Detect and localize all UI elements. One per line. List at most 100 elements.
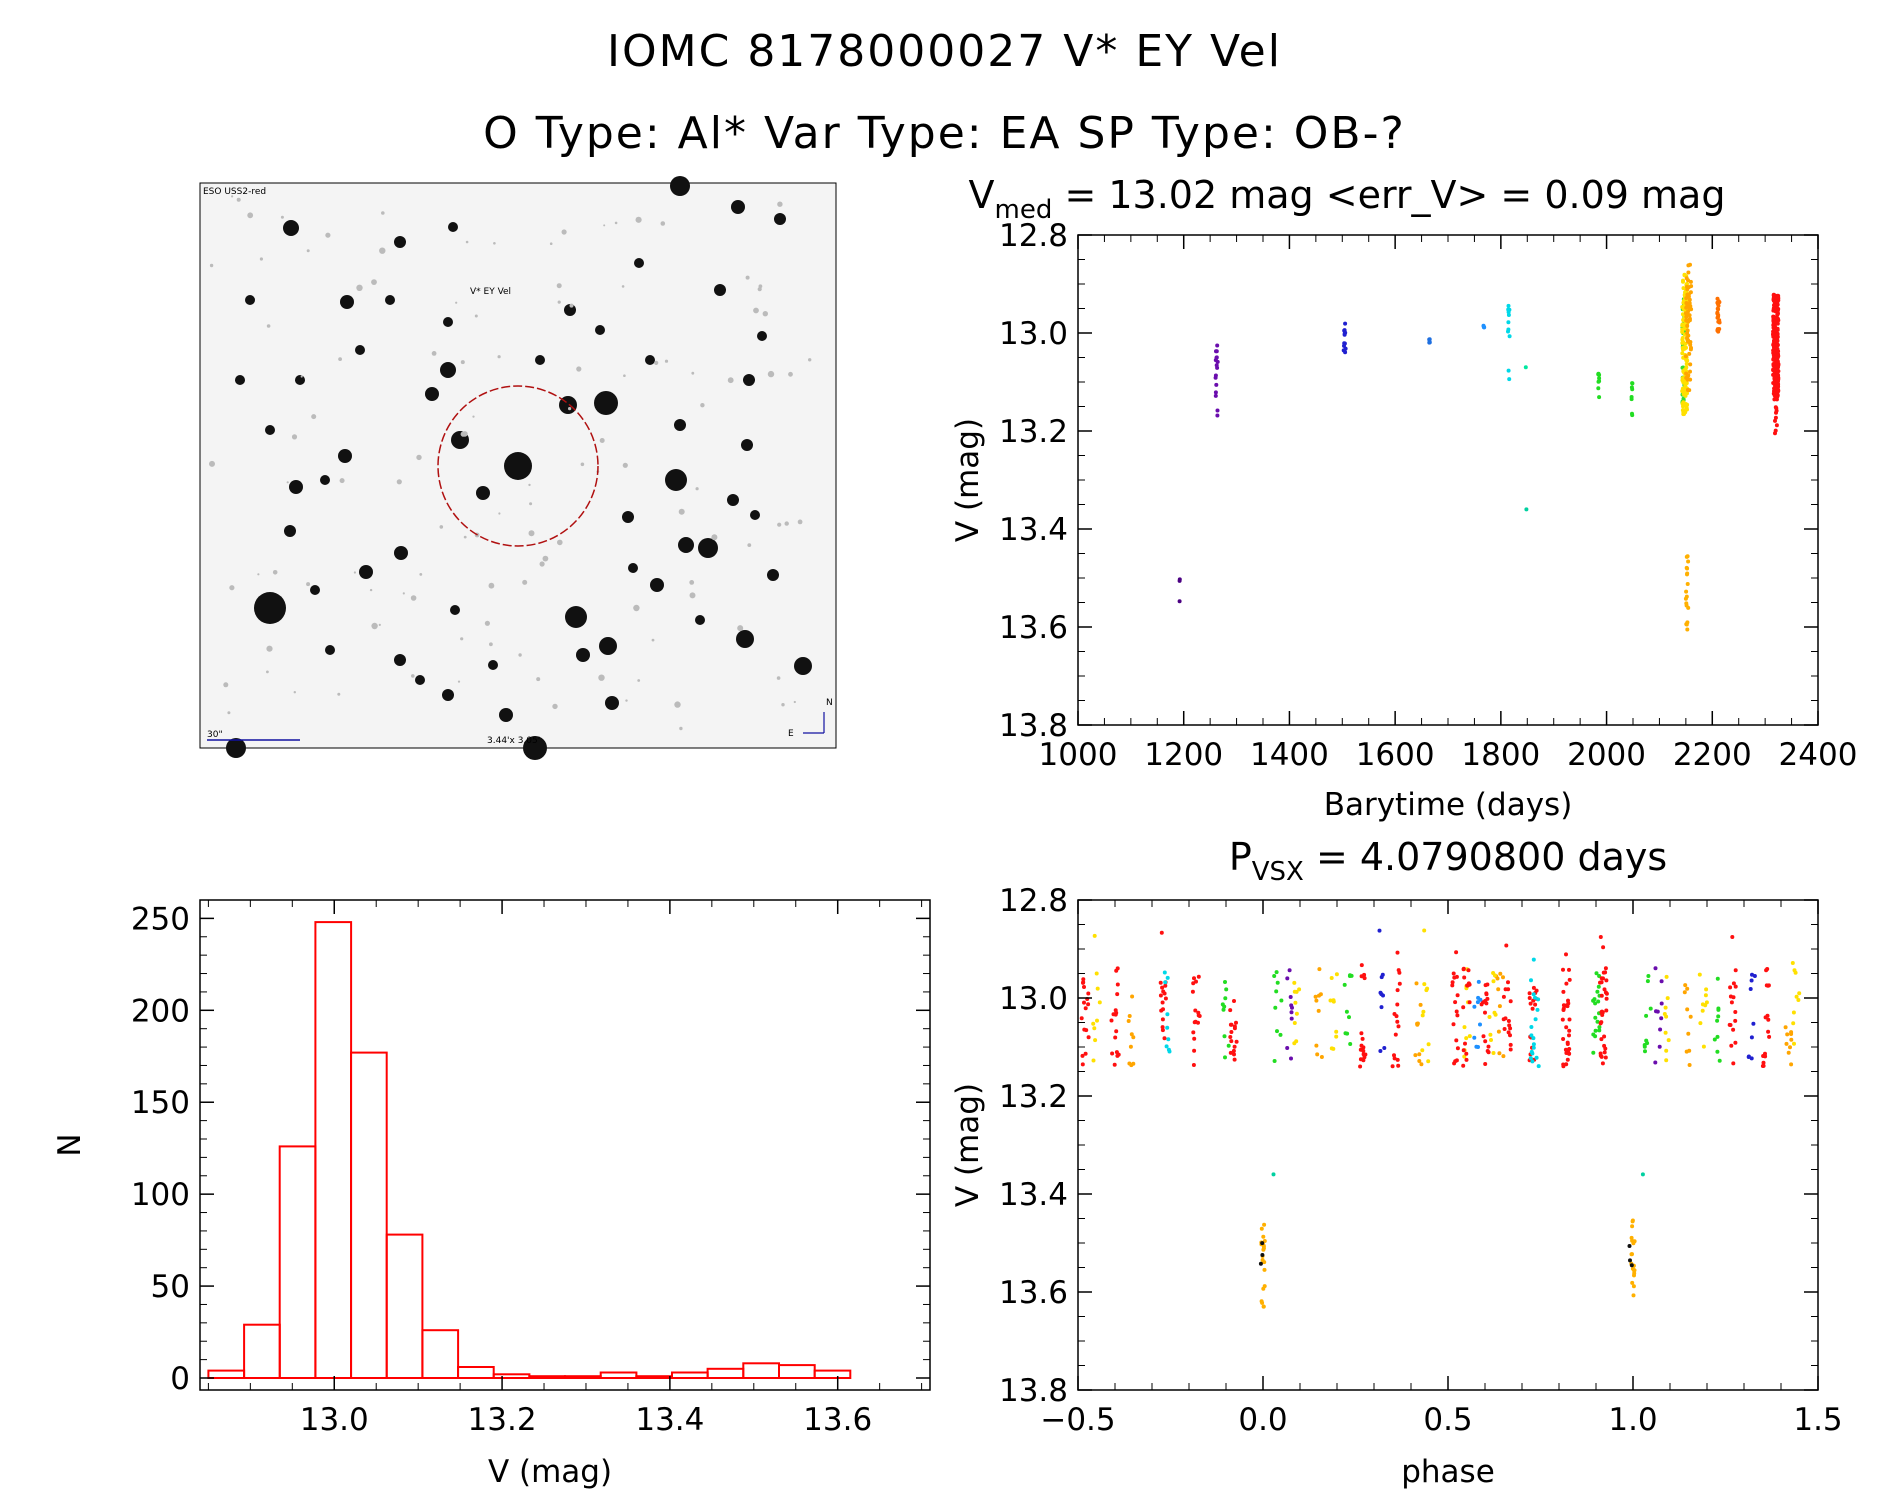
ph-point-401 <box>1393 1032 1398 1037</box>
star-19 <box>359 565 373 579</box>
faint-star-69 <box>637 679 641 682</box>
faint-star-48 <box>762 311 768 317</box>
ph-point-81 <box>1480 1000 1485 1005</box>
hist-bar-12 <box>635 1375 673 1379</box>
ph-point-327 <box>1348 1042 1353 1046</box>
star-38 <box>622 511 634 523</box>
star-63 <box>695 615 705 625</box>
lc-point-313 <box>1716 303 1721 308</box>
star-31 <box>774 213 786 225</box>
ph-point-489 <box>1491 971 1496 975</box>
ph-point-347 <box>1363 1052 1368 1057</box>
ph-point-288 <box>1314 998 1319 1003</box>
ph-point-569 <box>1260 1300 1265 1305</box>
ph-point-150 <box>1190 989 1195 994</box>
ph-point-432 <box>1788 1045 1792 1050</box>
ph-point-505 <box>1506 980 1510 985</box>
lc-point-245 <box>1688 362 1693 367</box>
ph-point-268 <box>1294 1011 1299 1016</box>
ph-point-233 <box>1274 970 1279 975</box>
lc-point-29 <box>1343 346 1348 351</box>
ph-point-186 <box>1222 1034 1227 1039</box>
faint-star-55 <box>306 249 310 253</box>
hist-bar-2 <box>278 1145 317 1380</box>
ph-point-538 <box>1596 999 1601 1004</box>
xtick-label-2: 0.5 <box>1423 1402 1472 1438</box>
faint-star-116 <box>614 221 618 225</box>
star-37 <box>750 510 760 520</box>
ph-point-55 <box>1109 1018 1114 1023</box>
ph-point-289 <box>1317 967 1322 972</box>
ph-point-556 <box>1601 976 1605 981</box>
ph-point-294 <box>1313 994 1318 999</box>
ph-point-498 <box>1506 987 1511 992</box>
lc-point-156 <box>1682 345 1687 350</box>
ph-point-43 <box>1462 1054 1467 1059</box>
faint-star-118 <box>439 525 444 529</box>
lightcurve-panel: Vmed = 13.02 mag <err_V> = 0.09 mag 1000… <box>950 173 1857 823</box>
ytick-label-0: 0 <box>170 1361 190 1397</box>
star-34 <box>743 374 755 386</box>
faint-star-35 <box>257 573 260 576</box>
lc-point-243 <box>1685 323 1690 328</box>
ph-point-470 <box>1466 968 1471 973</box>
lc-point-570 <box>1775 343 1780 347</box>
ph-point-259 <box>1659 1016 1664 1021</box>
ph-point-53 <box>1114 1029 1119 1034</box>
ph-point-418 <box>1766 983 1771 988</box>
lc-point-219 <box>1683 385 1688 390</box>
faint-star-97 <box>325 232 331 238</box>
ph-point-1 <box>1080 1062 1085 1067</box>
lc-point-296 <box>1684 601 1689 606</box>
ph-point-572 <box>1261 1246 1266 1251</box>
faint-star-6 <box>371 279 377 285</box>
ph-point-92 <box>1497 1051 1502 1056</box>
ph-point-310 <box>1329 976 1334 980</box>
faint-star-89 <box>353 571 356 574</box>
star-61 <box>595 325 605 335</box>
faint-star-52 <box>369 588 373 592</box>
ph-point-249 <box>1642 1044 1647 1049</box>
ph-point-417 <box>1767 1034 1772 1039</box>
faint-star-93 <box>339 478 345 484</box>
ph-point-595 <box>1630 1218 1635 1223</box>
ph-point-512 <box>1534 1055 1539 1060</box>
ph-point-365 <box>1731 981 1736 986</box>
lc-point-271 <box>1687 307 1692 312</box>
ph-point-123 <box>1528 1001 1533 1006</box>
star-42 <box>488 660 498 670</box>
faint-star-24 <box>561 229 567 235</box>
ph-point-308 <box>1334 1034 1339 1039</box>
ph-point-491 <box>1492 1010 1497 1015</box>
lc-point-61 <box>1597 395 1602 400</box>
lc-point-35 <box>1427 340 1432 345</box>
faint-star-91 <box>489 642 493 647</box>
star-62 <box>645 355 655 365</box>
ph-point-359 <box>1728 985 1733 990</box>
lc-point-267 <box>1689 284 1694 289</box>
lc-point-13 <box>1214 363 1219 368</box>
ph-point-599 <box>1630 1224 1635 1229</box>
ph-point-252 <box>1289 1010 1294 1015</box>
lc-point-183 <box>1681 279 1685 284</box>
ph-point-406 <box>1766 1017 1771 1022</box>
ph-point-229 <box>1601 945 1606 950</box>
ph-point-363 <box>1733 1018 1738 1023</box>
lc-point-575 <box>1774 379 1778 384</box>
ph-point-115 <box>1160 1017 1165 1022</box>
ph-point-222 <box>1604 996 1609 1001</box>
star-16 <box>425 387 439 401</box>
ph-point-220 <box>1602 1050 1607 1055</box>
hist-bar-15 <box>742 1362 780 1380</box>
xtick-label-0: −0.5 <box>1040 1402 1115 1438</box>
lc-point-48 <box>1506 313 1511 317</box>
faint-star-79 <box>306 582 311 587</box>
lc-point-232 <box>1685 377 1690 382</box>
lc-point-574 <box>1772 346 1777 350</box>
faint-star-13 <box>272 570 278 575</box>
star-27 <box>564 304 576 316</box>
ph-point-392 <box>1396 1024 1401 1029</box>
ph-point-148 <box>1536 997 1541 1002</box>
ph-point-78 <box>1485 996 1490 1001</box>
ph-point-315 <box>1697 972 1702 977</box>
